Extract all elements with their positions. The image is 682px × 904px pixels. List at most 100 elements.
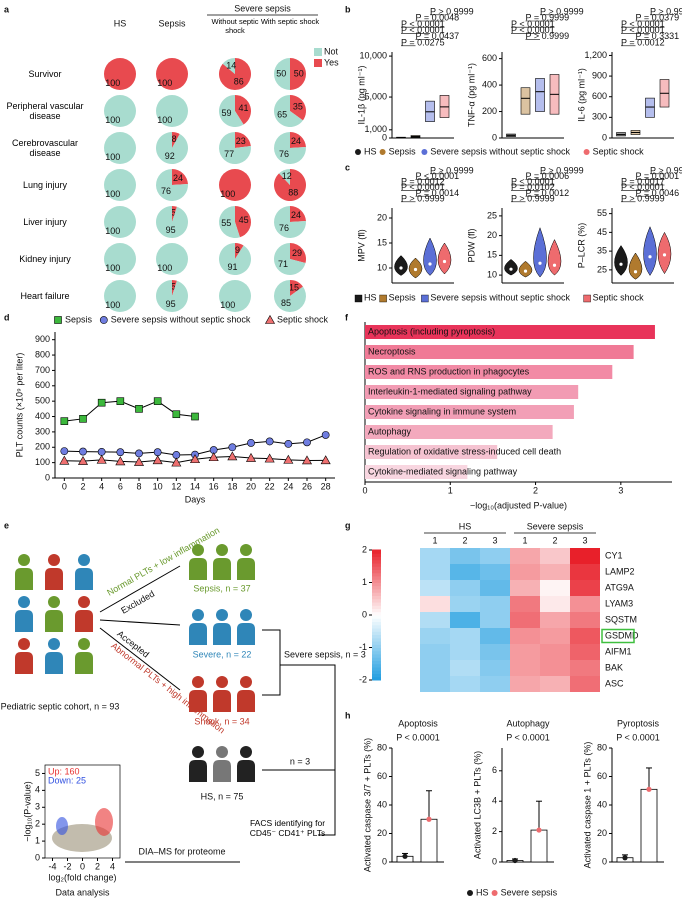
pie-label: 5 bbox=[171, 282, 176, 292]
point bbox=[171, 457, 182, 467]
row-label: LAMP2 bbox=[605, 566, 635, 576]
median bbox=[552, 263, 557, 267]
point bbox=[60, 417, 69, 425]
pie-label: 9 bbox=[235, 245, 240, 255]
heat-cell bbox=[450, 660, 480, 676]
bar bbox=[365, 385, 579, 399]
person-body bbox=[75, 652, 93, 674]
row-label-box: Peripheral vascular disease bbox=[6, 101, 83, 121]
pie-slice bbox=[156, 206, 188, 238]
y-axis-label: PDW (fl) bbox=[466, 229, 476, 263]
colorbar-step bbox=[372, 569, 381, 574]
p-value: P = 0.0275 bbox=[401, 37, 445, 47]
p-value: P < 0.0001 bbox=[621, 182, 665, 192]
bar bbox=[640, 788, 658, 863]
x-tick-label: 2 bbox=[95, 861, 100, 871]
pie-slice bbox=[219, 243, 251, 275]
y-tick-label: 0 bbox=[602, 856, 607, 866]
p-value: P < 0.0001 bbox=[616, 732, 660, 742]
legend-label: Sepsis bbox=[65, 314, 93, 324]
heat-cell bbox=[450, 580, 480, 596]
column-label: HS bbox=[114, 18, 127, 28]
column-label: With septic shock bbox=[260, 17, 320, 26]
heat-cell bbox=[570, 548, 600, 564]
point bbox=[152, 455, 163, 465]
heat-cell bbox=[480, 676, 510, 692]
row-label-box: Heart failure bbox=[20, 291, 69, 301]
p-value: P = 0.0014 bbox=[416, 188, 460, 198]
p-value: P = 0.9999 bbox=[526, 13, 570, 23]
arrow bbox=[99, 619, 181, 626]
point bbox=[59, 455, 70, 465]
p-value: P < 0.0001 bbox=[621, 19, 665, 29]
pie-slice bbox=[219, 169, 251, 201]
row-label: Kidney injury bbox=[19, 254, 71, 264]
row-label: AIFM1 bbox=[605, 646, 632, 656]
pie-slice bbox=[172, 169, 188, 185]
heat-cell bbox=[540, 580, 570, 596]
median bbox=[428, 262, 432, 266]
box bbox=[520, 87, 531, 115]
colorbar-step bbox=[372, 627, 381, 632]
box bbox=[535, 78, 545, 112]
colorbar-step bbox=[372, 604, 381, 609]
person-head bbox=[78, 596, 90, 608]
colorbar-step bbox=[372, 676, 381, 681]
column-label-box: Without septic shock bbox=[211, 17, 258, 35]
pie-slice bbox=[290, 206, 306, 222]
person-head bbox=[216, 609, 228, 621]
x-tick-label: 4 bbox=[99, 481, 104, 491]
person-body bbox=[213, 558, 231, 580]
colorbar-step bbox=[372, 650, 381, 655]
legend-swatch bbox=[355, 149, 361, 155]
p-value: P < 0.0001 bbox=[396, 732, 440, 742]
panel-label: h bbox=[345, 710, 351, 720]
pie-label: 55 bbox=[221, 218, 231, 228]
legend-swatch bbox=[421, 149, 428, 155]
y-tick-label: 10,000 bbox=[359, 50, 387, 60]
p-value: P < 0.0001 bbox=[511, 177, 555, 187]
panel-label: c bbox=[345, 162, 350, 172]
y-tick-label: 1,000 bbox=[364, 124, 387, 134]
heat-cell bbox=[480, 548, 510, 564]
violin bbox=[437, 242, 452, 275]
pie-slice bbox=[290, 95, 306, 121]
colorbar-step bbox=[372, 643, 381, 648]
panel-title: Autophagy bbox=[506, 718, 550, 728]
violin bbox=[518, 260, 533, 278]
point bbox=[321, 431, 330, 439]
violin bbox=[423, 237, 437, 276]
p-value: P > 0.9999 bbox=[430, 165, 474, 175]
heat-cell bbox=[540, 564, 570, 580]
colorbar-step bbox=[372, 614, 381, 619]
row-label: Lung injury bbox=[22, 180, 68, 190]
pie-label: 100 bbox=[105, 226, 120, 236]
pie-label: 95 bbox=[166, 225, 176, 235]
volcano-down bbox=[56, 817, 68, 835]
bar-label: ROS and RNS production in phagocytes bbox=[368, 366, 530, 376]
y-axis-label: P–LCR (%) bbox=[576, 223, 586, 269]
excluded-label: Excluded bbox=[119, 589, 156, 616]
colorbar-step bbox=[372, 556, 381, 561]
person-body bbox=[189, 558, 207, 580]
mean-dot bbox=[426, 816, 432, 822]
y-tick-label: 800 bbox=[35, 349, 50, 359]
point bbox=[116, 397, 125, 405]
pie-slice bbox=[274, 280, 306, 313]
panel-title: Apoptosis bbox=[398, 718, 438, 728]
person-head bbox=[240, 609, 252, 621]
pie-label: 29 bbox=[292, 248, 302, 258]
row-label: SQSTM bbox=[605, 614, 637, 624]
y-tick-label: 0 bbox=[382, 132, 387, 142]
person-body bbox=[75, 610, 93, 632]
pie-slice bbox=[274, 169, 306, 202]
p-value: P = 0.0012 bbox=[401, 177, 445, 187]
x-tick-label: -2 bbox=[63, 861, 71, 871]
heat-cell bbox=[540, 548, 570, 564]
group-label: HS bbox=[459, 521, 472, 531]
y-tick-label: 4 bbox=[35, 785, 40, 795]
legend-swatch bbox=[379, 294, 387, 303]
heat-cell bbox=[420, 580, 450, 596]
colorbar-step bbox=[372, 549, 381, 554]
point bbox=[79, 447, 87, 456]
